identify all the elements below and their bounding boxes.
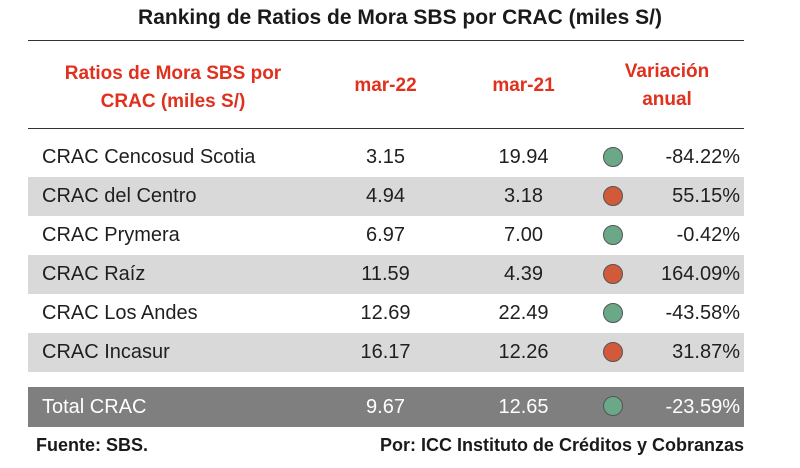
total-value-mar21: 12.65 — [498, 396, 549, 418]
status-dot-icon — [603, 342, 623, 362]
table-row: CRAC Incasur 16.17 12.26 31.87% — [28, 333, 744, 372]
total-name: Total CRAC — [42, 396, 147, 418]
column-header-mar21: mar-21 — [492, 75, 555, 96]
column-header-mar22: mar-22 — [354, 75, 417, 96]
row-entity-name: CRAC Prymera — [42, 224, 180, 246]
total-row: Total CRAC 9.67 12.65 -23.59% — [28, 387, 744, 427]
column-header-entity-line1: Ratios de Mora SBS por — [64, 63, 282, 84]
row-variation: -0.42% — [676, 224, 740, 246]
total-value-mar22: 9.67 — [366, 396, 405, 418]
row-variation: 164.09% — [661, 263, 740, 285]
table-row: CRAC Prymera 6.97 7.00 -0.42% — [28, 216, 744, 255]
row-variation: 55.15% — [672, 185, 740, 207]
row-entity-name: CRAC Cencosud Scotia — [42, 146, 256, 168]
table-title: Ranking de Ratios de Mora SBS por CRAC (… — [138, 6, 662, 29]
row-value-mar22: 6.97 — [366, 224, 405, 246]
row-variation: -84.22% — [665, 146, 741, 168]
row-value-mar22: 3.15 — [366, 146, 405, 168]
column-header-variation-line1: Variación — [624, 61, 710, 82]
row-value-mar22: 16.17 — [360, 341, 411, 363]
row-entity-name: CRAC Raíz — [42, 263, 146, 285]
row-variation: -43.58% — [665, 302, 741, 324]
row-variation: 31.87% — [672, 341, 740, 363]
status-dot-icon — [603, 186, 623, 206]
row-value-mar22: 12.69 — [360, 302, 411, 324]
status-dot-icon — [603, 264, 623, 284]
row-entity-name: CRAC del Centro — [42, 185, 197, 207]
header-divider — [28, 128, 744, 129]
status-dot-icon — [603, 303, 623, 323]
ranking-table: CRAC Cencosud Scotia 3.15 19.94 -84.22% … — [28, 138, 744, 372]
table-row: CRAC del Centro 4.94 3.18 55.15% — [28, 177, 744, 216]
row-value-mar21: 19.94 — [498, 146, 549, 168]
status-dot-icon — [603, 147, 623, 167]
source-note: Fuente: SBS. — [36, 435, 149, 455]
row-value-mar22: 4.94 — [366, 185, 405, 207]
table-row: CRAC Los Andes 12.69 22.49 -43.58% — [28, 294, 744, 333]
row-value-mar21: 22.49 — [498, 302, 549, 324]
status-dot-icon — [603, 225, 623, 245]
column-header-variation-line2: anual — [642, 89, 692, 110]
title-divider — [28, 40, 744, 41]
row-entity-name: CRAC Incasur — [42, 341, 170, 363]
column-header-variation: Variación anual — [592, 58, 742, 114]
table-row: CRAC Raíz 11.59 4.39 164.09% — [28, 255, 744, 294]
column-header-entity-line2: CRAC (miles S/) — [100, 91, 246, 112]
row-entity-name: CRAC Los Andes — [42, 302, 198, 324]
column-header-entity: Ratios de Mora SBS por CRAC (miles S/) — [28, 60, 318, 116]
credit-note: Por: ICC Instituto de Créditos y Cobranz… — [379, 435, 744, 455]
row-value-mar22: 11.59 — [361, 263, 410, 285]
row-value-mar21: 12.26 — [498, 341, 549, 363]
total-variation: -23.59% — [665, 396, 741, 418]
status-dot-icon — [603, 396, 623, 416]
row-value-mar21: 7.00 — [504, 224, 543, 246]
row-value-mar21: 3.18 — [504, 185, 543, 207]
table-row: CRAC Cencosud Scotia 3.15 19.94 -84.22% — [28, 138, 744, 177]
row-value-mar21: 4.39 — [504, 263, 543, 285]
